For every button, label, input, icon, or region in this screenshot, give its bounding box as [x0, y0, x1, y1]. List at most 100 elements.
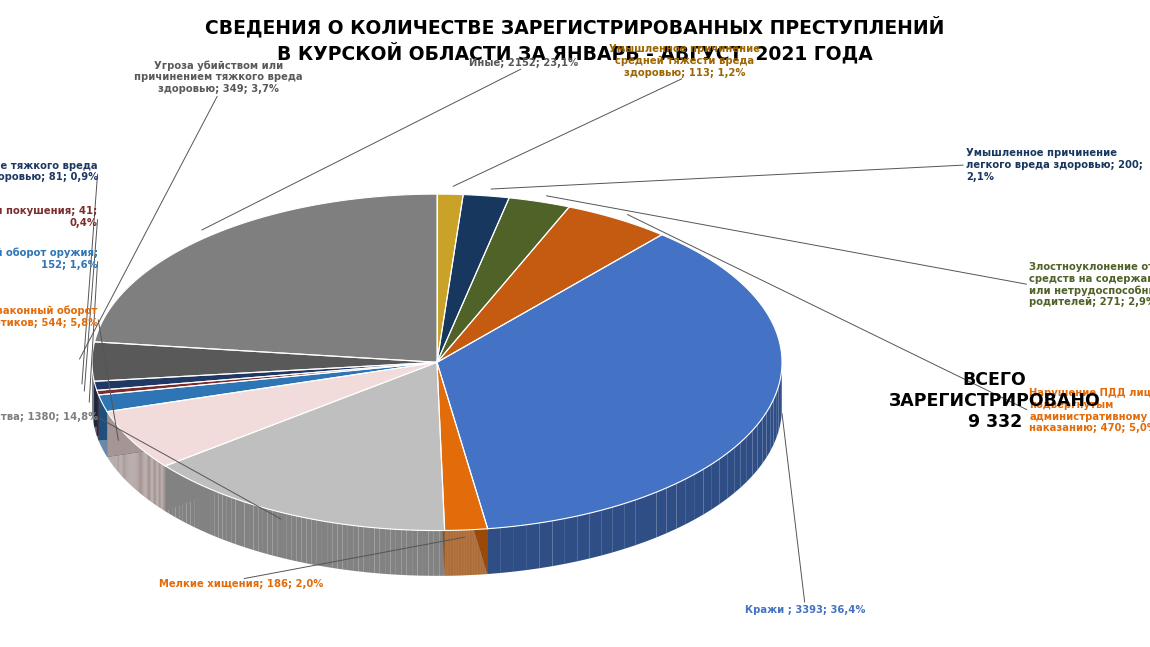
Polygon shape	[348, 525, 353, 571]
Polygon shape	[353, 525, 359, 571]
Text: Причинение тяжкого вреда
здоровью; 81; 0,9%: Причинение тяжкого вреда здоровью; 81; 0…	[0, 160, 98, 182]
Polygon shape	[439, 531, 445, 576]
Polygon shape	[282, 512, 286, 559]
Text: Умышленное причинение
легкого вреда здоровью; 200;
2,1%: Умышленное причинение легкого вреда здор…	[966, 148, 1143, 182]
Text: Нарушение ПДД лицом,
подвергнутым
административному
наказанию; 470; 5,0%: Нарушение ПДД лицом, подвергнутым админи…	[1029, 388, 1150, 433]
Polygon shape	[437, 362, 445, 576]
Polygon shape	[160, 463, 161, 509]
Polygon shape	[223, 494, 227, 541]
Polygon shape	[148, 454, 150, 500]
Polygon shape	[286, 514, 292, 560]
Polygon shape	[268, 509, 273, 555]
Polygon shape	[746, 430, 752, 481]
Polygon shape	[169, 468, 172, 516]
Polygon shape	[635, 496, 646, 545]
Polygon shape	[363, 527, 369, 573]
Polygon shape	[752, 424, 758, 476]
Polygon shape	[107, 362, 437, 457]
Text: Незаконный оборот
наркотиков; 544; 5,8%: Незаконный оборот наркотиков; 544; 5,8%	[0, 306, 98, 328]
Polygon shape	[613, 503, 624, 553]
Polygon shape	[301, 517, 307, 564]
Polygon shape	[412, 530, 417, 576]
Polygon shape	[231, 498, 236, 544]
Polygon shape	[99, 362, 437, 411]
Polygon shape	[720, 454, 727, 504]
Polygon shape	[734, 442, 741, 493]
Polygon shape	[99, 362, 437, 440]
Polygon shape	[437, 235, 782, 529]
Polygon shape	[245, 502, 250, 549]
Polygon shape	[437, 207, 661, 362]
Polygon shape	[434, 531, 439, 576]
Polygon shape	[385, 529, 391, 575]
Polygon shape	[437, 194, 463, 362]
Polygon shape	[779, 380, 780, 432]
Polygon shape	[337, 523, 343, 569]
Polygon shape	[401, 530, 407, 575]
Text: Умышленное причинение
средней тяжести вреда
здоровью; 113; 1,2%: Умышленное причинение средней тяжести вр…	[608, 45, 760, 78]
Text: ВСЕГО
ЗАРЕГИСТРИРОВАНО
9 332: ВСЕГО ЗАРЕГИСТРИРОВАНО 9 332	[889, 371, 1101, 431]
Polygon shape	[437, 198, 569, 362]
Polygon shape	[158, 461, 159, 507]
Polygon shape	[317, 520, 322, 566]
Polygon shape	[322, 521, 327, 567]
Polygon shape	[741, 436, 746, 487]
Text: Мошенничества; 1380; 14,8%: Мошенничества; 1380; 14,8%	[0, 412, 98, 422]
Text: Угроза убийством или
причинением тяжкого вреда
здоровью; 349; 3,7%: Угроза убийством или причинением тяжкого…	[135, 60, 302, 94]
Polygon shape	[151, 456, 152, 502]
Polygon shape	[437, 362, 488, 531]
Polygon shape	[186, 478, 190, 525]
Polygon shape	[774, 393, 776, 445]
Polygon shape	[155, 459, 156, 505]
Polygon shape	[159, 462, 160, 508]
Polygon shape	[407, 530, 412, 575]
Polygon shape	[396, 529, 401, 575]
Polygon shape	[767, 406, 771, 457]
Polygon shape	[712, 459, 720, 509]
Polygon shape	[488, 528, 501, 574]
Polygon shape	[624, 500, 635, 549]
Polygon shape	[94, 362, 437, 390]
Polygon shape	[263, 507, 268, 554]
Text: Злостноуклонение от уплаты
средств на содержание детей
или нетрудоспособных
роди: Злостноуклонение от уплаты средств на со…	[1029, 262, 1150, 307]
Polygon shape	[97, 362, 437, 435]
Text: В КУРСКОЙ ОБЛАСТИ ЗА ЯНВАРЬ - АВГУСТ  2021 ГОДА: В КУРСКОЙ ОБЛАСТИ ЗА ЯНВАРЬ - АВГУСТ 202…	[277, 42, 873, 63]
Polygon shape	[780, 374, 781, 426]
Polygon shape	[250, 503, 254, 550]
Polygon shape	[153, 457, 154, 504]
Polygon shape	[437, 362, 488, 574]
Polygon shape	[218, 492, 223, 540]
Polygon shape	[312, 519, 317, 565]
Polygon shape	[179, 474, 183, 521]
Text: Кражи ; 3393; 36,4%: Кражи ; 3393; 36,4%	[745, 605, 865, 615]
Polygon shape	[94, 362, 437, 426]
Polygon shape	[94, 362, 437, 426]
Polygon shape	[152, 457, 153, 503]
Polygon shape	[190, 480, 194, 527]
Polygon shape	[259, 506, 263, 553]
Polygon shape	[162, 465, 164, 510]
Polygon shape	[240, 500, 245, 547]
Polygon shape	[161, 463, 162, 510]
Polygon shape	[194, 482, 198, 529]
Polygon shape	[94, 194, 437, 362]
Polygon shape	[437, 195, 509, 362]
Polygon shape	[146, 452, 147, 498]
Polygon shape	[92, 342, 437, 381]
Polygon shape	[206, 487, 210, 534]
Polygon shape	[539, 521, 552, 568]
Polygon shape	[97, 362, 437, 435]
Polygon shape	[417, 531, 423, 576]
Polygon shape	[423, 531, 428, 576]
Polygon shape	[552, 518, 565, 566]
Polygon shape	[776, 387, 779, 439]
Polygon shape	[327, 521, 332, 568]
Polygon shape	[236, 499, 240, 545]
Polygon shape	[762, 412, 767, 464]
Polygon shape	[437, 362, 445, 576]
Polygon shape	[166, 362, 437, 511]
Polygon shape	[150, 455, 151, 501]
Polygon shape	[375, 528, 380, 573]
Polygon shape	[667, 483, 676, 533]
Polygon shape	[565, 516, 577, 564]
